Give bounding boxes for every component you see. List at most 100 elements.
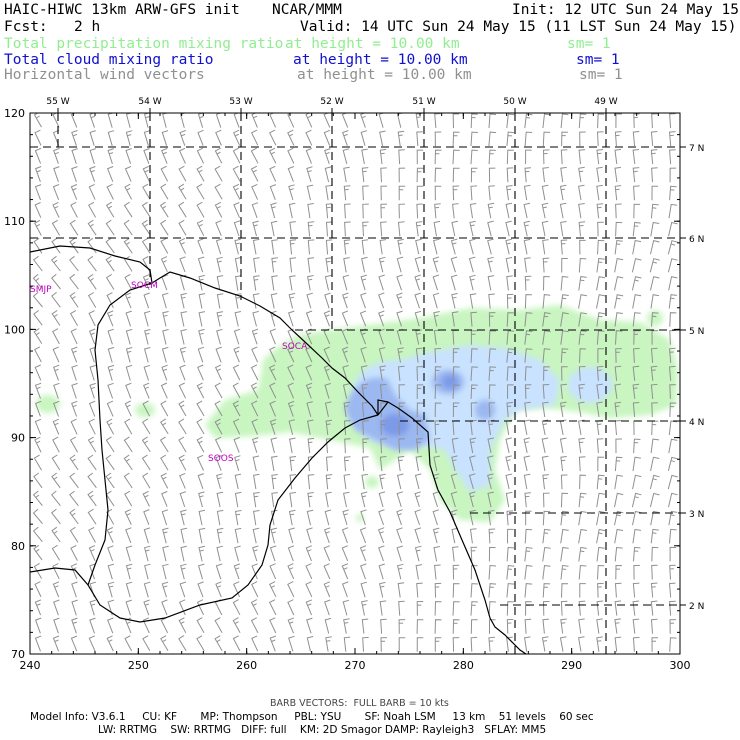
wind-barb (216, 545, 223, 562)
wind-barb (216, 256, 223, 273)
wind-barb (343, 401, 351, 417)
wind-barb (469, 455, 476, 472)
wind-barb (180, 329, 187, 345)
wind-barb (579, 474, 587, 490)
wind-barb (233, 220, 241, 237)
wind-barb (88, 526, 96, 543)
wind-barb (289, 275, 296, 291)
wind-barb (161, 581, 169, 598)
wind-barb (396, 292, 403, 309)
longitude-label: 53 W (229, 97, 252, 107)
wind-barb (578, 383, 585, 399)
wind-barb (451, 455, 458, 472)
wind-barb (380, 618, 387, 634)
wind-barb (142, 490, 150, 507)
wind-barb (415, 221, 423, 237)
wind-barb (542, 348, 551, 363)
wind-barb (287, 581, 295, 598)
wind-barb (378, 310, 385, 327)
wind-barb (578, 294, 587, 309)
wind-barb (342, 130, 349, 146)
wind-barb (125, 113, 133, 128)
wind-barb (343, 239, 351, 255)
wind-barb (414, 545, 422, 562)
wind-barb (632, 383, 640, 399)
wind-barb (305, 129, 313, 146)
wind-barb (305, 382, 313, 399)
wind-barb (362, 185, 369, 201)
wind-barb (288, 292, 296, 309)
wind-barb (668, 582, 676, 598)
wind-barb (597, 113, 605, 129)
wind-barb (615, 330, 623, 345)
wind-barb (669, 619, 677, 634)
wind-barb (87, 454, 97, 471)
wind-barb (107, 113, 115, 128)
wind-barb (396, 563, 404, 580)
wind-barb (34, 147, 42, 164)
wind-barb (162, 311, 169, 327)
wind-barb (650, 347, 658, 363)
wind-barb (89, 148, 96, 164)
wind-barb (106, 166, 114, 182)
wind-barb (362, 221, 369, 237)
wind-barb (434, 402, 442, 418)
wind-barb (470, 131, 478, 147)
wind-barb (632, 294, 642, 309)
wind-barb (34, 436, 42, 453)
wind-barb (506, 348, 515, 363)
wind-barb (434, 582, 442, 598)
wind-barb (307, 239, 315, 255)
wind-barb (541, 455, 549, 472)
wind-barb (596, 636, 603, 652)
wind-barb (270, 437, 278, 454)
wind-barb (106, 508, 115, 525)
wind-barb (505, 238, 512, 255)
wind-barb (305, 310, 313, 327)
wind-barb (344, 203, 351, 219)
wind-barb (378, 256, 386, 273)
wind-barb (615, 221, 623, 237)
wind-barb (668, 221, 678, 237)
wind-barb (632, 618, 640, 634)
wind-barb (452, 167, 460, 183)
wind-barb (70, 201, 78, 218)
wind-barb (269, 382, 277, 399)
wind-barb (470, 149, 478, 165)
wind-barb (215, 113, 223, 128)
wind-barb (561, 366, 568, 381)
wind-barb (488, 113, 497, 129)
wind-barb (143, 292, 150, 309)
wind-barb (141, 237, 151, 254)
wind-barb (325, 636, 332, 652)
wind-barbs (32, 113, 678, 652)
wind-barb (307, 474, 315, 490)
longitude-label: 51 W (412, 97, 435, 107)
wind-barb (378, 347, 386, 363)
wind-barb (52, 328, 60, 345)
wind-barb (324, 617, 332, 634)
wind-barb (52, 346, 60, 363)
wind-barb (614, 600, 622, 616)
wind-barb (107, 545, 114, 562)
wind-barb (614, 239, 623, 255)
wind-barb (542, 401, 549, 417)
wind-barb (596, 510, 606, 526)
wind-barb (398, 167, 406, 183)
wind-barb (271, 474, 278, 490)
wind-barb (506, 546, 515, 562)
wind-barb (251, 418, 258, 435)
wind-barb (416, 149, 424, 165)
wind-barb (416, 619, 424, 634)
wind-barb (596, 600, 604, 616)
wind-barb (416, 384, 424, 399)
wind-barb (32, 292, 43, 308)
wind-barb (451, 527, 458, 544)
wind-barb (52, 129, 60, 146)
wind-barb (34, 599, 42, 616)
wind-barb (524, 384, 532, 399)
wind-barb (596, 149, 604, 165)
wind-barb (596, 184, 603, 201)
wind-barb (270, 527, 278, 544)
wind-barb (89, 166, 96, 182)
